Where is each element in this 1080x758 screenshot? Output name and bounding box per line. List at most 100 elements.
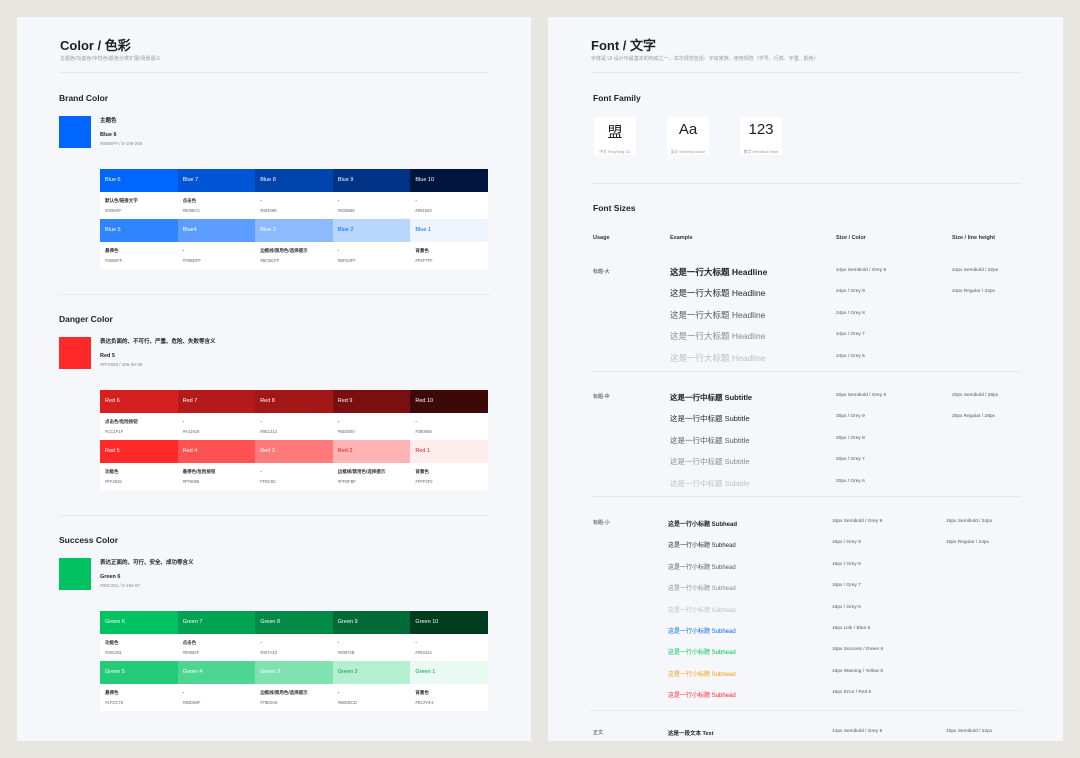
font-size-color: 20px / Grey 6 <box>836 479 865 484</box>
main-color-name: Red 5 <box>100 353 115 359</box>
palette-swatch-name: Blue 10 <box>415 177 435 183</box>
main-color-meta: #0066FF / 0-106-255 <box>100 141 143 146</box>
palette-usage: - <box>337 419 340 424</box>
font-size-line-height: 16px Semibold / 22px <box>946 729 993 734</box>
palette-swatch: Green 5 <box>100 661 178 684</box>
palette-hex: FF8C8C <box>260 479 277 484</box>
column-header-usage: Usage <box>593 235 610 241</box>
palette-hex: #78E0A8 <box>260 700 278 705</box>
palette-hex: #ECFAF4 <box>415 700 434 705</box>
divider <box>591 183 1021 184</box>
palette-swatch-name: Blue4 <box>182 227 197 233</box>
font-example: 这是一行中标题 Subtitle <box>670 392 753 402</box>
font-example: 这是一行小标题 Subhead <box>668 671 736 678</box>
palette-usage: 背景色 <box>415 690 429 695</box>
palette-hex: #00964F <box>182 650 200 655</box>
palette-usage: - <box>260 640 262 645</box>
color-page-subtitle: 主题色/功能色/中性色/颜色分类扩展/场景逼义 <box>60 56 161 62</box>
palette-usage: 点击色 <box>182 640 197 645</box>
palette-swatch-name: Green 8 <box>260 619 281 625</box>
font-example: 这是一行小标题 Subhead <box>668 607 736 614</box>
palette-usage: - <box>182 690 185 695</box>
palette-hex: #001533 <box>415 208 432 213</box>
palette-swatch-name: Green 7 <box>182 619 203 625</box>
palette-swatch-name: Blue 7 <box>182 177 199 183</box>
column-header-size-line: Size / line height <box>952 235 996 241</box>
palette-usage: - <box>182 419 185 424</box>
usage-label: 标题-小 <box>593 520 610 526</box>
palette-swatch: Green 10 <box>410 611 488 634</box>
color-panel: Color / 色彩 主题色/功能色/中性色/颜色分类扩展/场景逼义 Brand… <box>17 17 531 741</box>
font-size-color: 16px Error / Red 5 <box>832 690 872 695</box>
font-example: 这是一行小标题 Subhead <box>668 521 738 528</box>
palette-swatch-name: Red 9 <box>337 398 353 404</box>
palette-swatch: Blue 5 <box>100 219 178 242</box>
font-size-line-height: 20px Semibold / 28px <box>952 393 999 398</box>
palette-info-cell: - #4BD69F <box>178 684 256 711</box>
palette-swatch: Red 6 <box>100 390 178 413</box>
palette-swatch: Green 1 <box>410 661 488 684</box>
palette-hex: #00572B <box>337 650 355 655</box>
palette-usage: - <box>260 419 262 424</box>
font-size-color: 20px / Grey 7 <box>836 457 865 462</box>
palette-swatch: Red 2 <box>332 440 411 463</box>
font-size-color: 16px / Grey 7 <box>832 583 861 588</box>
palette-hex: #00C261 <box>105 650 122 655</box>
font-example: 这是一行小标题 Subhead <box>668 564 736 571</box>
palette-swatch: Blue 2 <box>332 219 411 242</box>
palette-hex: #007A40 <box>260 650 277 655</box>
palette-info-cell: - #001533 <box>410 192 488 219</box>
column-header-size-color: Size / Color <box>836 235 866 241</box>
palette-info-cell: - #7BBDFF <box>178 242 256 269</box>
divider <box>59 294 489 295</box>
font-family-glyph: 123 <box>748 121 774 138</box>
font-family-caption: 数字 Helvetica Neue <box>743 150 779 154</box>
palette-hex: #F2F7FF <box>415 258 433 263</box>
palette-usage: - <box>260 469 262 474</box>
font-size-line-height: 20px Regular / 28px <box>952 414 995 419</box>
palette-hex: #390808 <box>415 429 432 434</box>
palette-table: Red 6 Red 7 Red 8 Red 9 Red 10 点击色/危险按钮 #CC1F1… <box>100 390 488 490</box>
palette-light-row: Green 5 Green 4 Green 3 Green 2 Green 1 <box>100 661 488 684</box>
palette-swatch-name: Red 1 <box>415 448 431 454</box>
font-example: 这是一行小标题 Subhead <box>668 649 736 656</box>
font-size-color: 16px Link / Blue 6 <box>832 626 871 631</box>
font-family-card-number: 123 <box>740 117 782 155</box>
palette-info-cell: - #6E0000 <box>333 413 411 440</box>
palette-hex: #FF5858 <box>182 479 200 484</box>
palette-usage: - <box>260 198 262 203</box>
palette-info-cell: - #007A40 <box>255 634 333 661</box>
palette-hex: #004099 <box>260 208 277 213</box>
palette-table: Green 6 Green 7 Green 8 Green 9 Green 10 功能色 #… <box>100 611 488 711</box>
palette-swatch: Green 4 <box>177 661 256 684</box>
palette-info-cell: - #B0EBCD <box>333 684 411 711</box>
palette-info-cell: - #390808 <box>410 413 488 440</box>
section-heading: Success Color <box>59 535 119 545</box>
font-size-color: 14px Semibold / Grey 9 <box>832 729 883 734</box>
palette-swatch-name: Green 6 <box>105 619 125 625</box>
palette-hex: #CC1F1F <box>105 429 124 434</box>
palette-hex: #BFD4FF <box>337 258 356 263</box>
palette-usage: 点击色 <box>182 198 197 203</box>
main-color-swatch <box>59 337 91 369</box>
font-size-color: 24px / Grey 9 <box>836 289 865 294</box>
palette-swatch: Green 6 <box>100 611 178 634</box>
palette-swatch: Green 9 <box>332 611 411 634</box>
font-example: 这是一行中标题 Subtitle <box>670 456 750 466</box>
palette-usage: - <box>337 248 340 253</box>
palette-info-cell: 功能色 #00C261 <box>100 634 178 661</box>
palette-swatch: Red 3 <box>255 440 333 463</box>
palette-hex: #266EFF <box>105 258 123 263</box>
divider <box>59 515 489 516</box>
palette-usage: 边框线/禁用色/选择提示 <box>337 469 386 474</box>
font-family-card-english: Aa <box>667 117 709 155</box>
font-example: 这是一行小标题 Subhead <box>668 542 736 549</box>
palette-swatch-name: Blue 9 <box>337 177 354 183</box>
palette-swatch-name: Red 5 <box>105 448 120 454</box>
main-color-swatch <box>59 116 91 148</box>
font-size-line-height: 16px Semibold / 24px <box>946 519 993 524</box>
palette-info-cell: 功能色 #FF2626 <box>100 463 178 490</box>
palette-hex: #6E0000 <box>337 429 355 434</box>
font-size-line-height: 24px Regular / 32px <box>952 289 995 294</box>
palette-info-cell: - #003314 <box>410 634 488 661</box>
